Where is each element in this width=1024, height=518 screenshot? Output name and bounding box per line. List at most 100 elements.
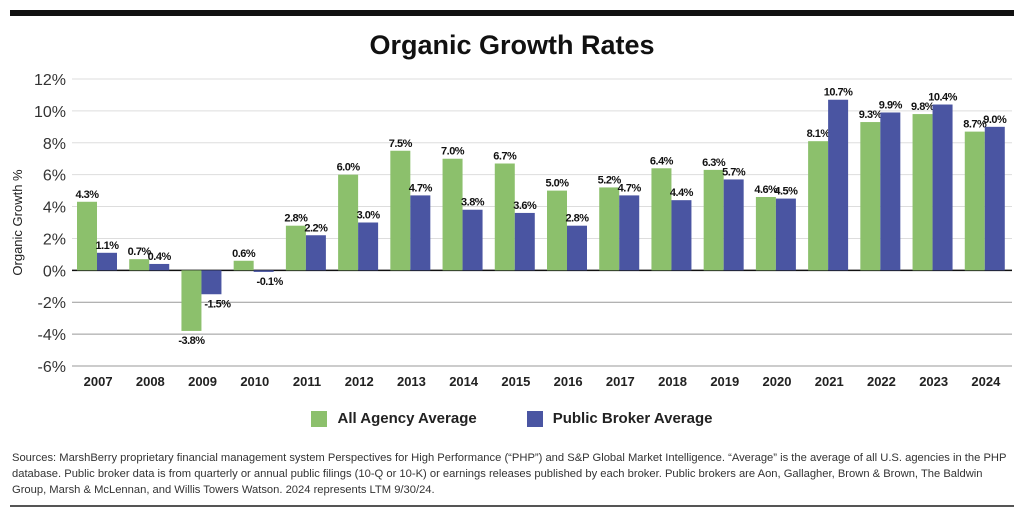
data-label: 2.2% xyxy=(304,222,328,234)
bar-all-agency xyxy=(703,169,724,271)
data-label: -3.8% xyxy=(178,335,205,347)
bar-all-agency xyxy=(755,196,776,271)
data-label: 5.7% xyxy=(722,166,746,178)
legend-item-all-agency: All Agency Average xyxy=(311,410,477,427)
x-tick-label: 2011 xyxy=(293,374,321,389)
bar-all-agency xyxy=(129,259,150,271)
bar-all-agency xyxy=(860,122,881,271)
bar-public-broker xyxy=(828,99,849,271)
bar-all-agency xyxy=(964,131,985,271)
x-tick-label: 2024 xyxy=(971,374,1001,389)
bar-all-agency xyxy=(233,260,254,271)
x-tick-label: 2015 xyxy=(501,374,530,389)
bar-public-broker xyxy=(201,270,222,295)
bar-all-agency xyxy=(338,174,359,271)
bar-public-broker xyxy=(723,179,744,271)
x-tick-label: 2017 xyxy=(606,374,635,389)
data-label: 3.8% xyxy=(461,197,485,209)
legend-swatch-green xyxy=(311,410,328,427)
data-label: 1.1% xyxy=(95,240,119,252)
x-tick-label: 2020 xyxy=(763,374,792,389)
data-label: 9.9% xyxy=(879,99,903,111)
y-tick-label: 10% xyxy=(34,104,66,121)
data-label: 4.4% xyxy=(670,187,694,199)
bar-all-agency xyxy=(808,141,829,271)
data-label: 4.7% xyxy=(409,182,433,194)
bar-all-agency xyxy=(599,187,620,271)
bar-all-agency xyxy=(442,158,463,271)
chart-title: Organic Growth Rates xyxy=(369,30,655,60)
x-tick-label: 2013 xyxy=(397,374,426,389)
bar-all-agency xyxy=(181,270,202,331)
data-label: 4.5% xyxy=(774,186,798,198)
legend-swatch-blue xyxy=(526,410,543,427)
bar-all-agency xyxy=(547,190,567,271)
bar-public-broker xyxy=(97,252,117,271)
y-tick-label: 6% xyxy=(43,168,66,185)
legend-label: Public Broker Average xyxy=(552,410,713,427)
bar-all-agency xyxy=(77,201,97,271)
data-label: 0.6% xyxy=(232,248,256,260)
x-tick-label: 2014 xyxy=(449,374,479,389)
x-tick-label: 2008 xyxy=(136,374,165,389)
data-label: 5.2% xyxy=(598,174,622,186)
bar-all-agency xyxy=(285,225,306,271)
bar-all-agency xyxy=(651,168,672,271)
bar-public-broker xyxy=(984,126,1005,271)
x-tick-label: 2022 xyxy=(867,374,896,389)
bar-all-agency xyxy=(912,114,933,271)
y-tick-label: 4% xyxy=(43,200,66,217)
bar-public-broker xyxy=(149,263,170,271)
bar-public-broker xyxy=(671,200,692,271)
data-label: 4.6% xyxy=(754,184,778,196)
x-tick-label: 2019 xyxy=(710,374,739,389)
x-tick-label: 2007 xyxy=(84,374,113,389)
y-tick-label: -4% xyxy=(38,327,66,344)
data-label: 4.7% xyxy=(618,182,642,194)
data-label: 7.0% xyxy=(441,146,465,158)
y-axis-label: Organic Growth % xyxy=(10,169,25,276)
x-tick-label: 2018 xyxy=(658,374,687,389)
data-label: 3.6% xyxy=(513,200,537,212)
data-label: 10.7% xyxy=(824,87,853,99)
bar-public-broker xyxy=(514,212,535,271)
y-tick-label: 12% xyxy=(34,72,66,89)
y-tick-label: -6% xyxy=(38,359,66,376)
data-label: 0.4% xyxy=(148,251,172,263)
data-label: 3.0% xyxy=(357,210,381,222)
data-label: 7.5% xyxy=(389,138,413,150)
y-tick-label: 8% xyxy=(43,136,66,153)
y-tick-label: 2% xyxy=(43,231,66,248)
bar-all-agency xyxy=(390,150,411,271)
data-label: 9.0% xyxy=(983,114,1007,126)
y-tick-label: 0% xyxy=(43,263,66,280)
bar-public-broker xyxy=(358,222,379,271)
data-label: -0.1% xyxy=(257,276,284,288)
data-label: 6.3% xyxy=(702,157,726,169)
data-label: 6.7% xyxy=(493,151,517,163)
legend-item-public-broker: Public Broker Average xyxy=(526,410,713,427)
data-label: 5.0% xyxy=(545,178,569,190)
x-tick-label: 2021 xyxy=(815,374,844,389)
data-label: 2.8% xyxy=(565,213,589,225)
bar-public-broker xyxy=(410,195,431,271)
x-tick-label: 2016 xyxy=(554,374,583,389)
data-label: 8.1% xyxy=(807,128,831,140)
data-label: 9.8% xyxy=(911,101,935,113)
bar-chart: 12% 10% 8% 6% 4% 2% 0% -2% -4% -6% Organic Growth … xyxy=(10,72,1012,389)
data-label: 10.4% xyxy=(928,92,957,104)
y-tick-label: -2% xyxy=(38,295,66,312)
bar-all-agency xyxy=(494,163,515,271)
data-label: 6.0% xyxy=(337,162,361,174)
x-tick-label: 2012 xyxy=(345,374,374,389)
data-label: 9.3% xyxy=(859,109,883,121)
data-label: 2.8% xyxy=(284,213,308,225)
bar-public-broker xyxy=(253,270,274,272)
bar-public-broker xyxy=(567,225,587,271)
x-tick-label: 2010 xyxy=(240,374,269,389)
bar-public-broker xyxy=(305,235,326,271)
data-label: 8.7% xyxy=(963,119,987,131)
x-tick-label: 2023 xyxy=(919,374,948,389)
data-label: 6.4% xyxy=(650,155,674,167)
data-label: 0.7% xyxy=(128,246,152,258)
